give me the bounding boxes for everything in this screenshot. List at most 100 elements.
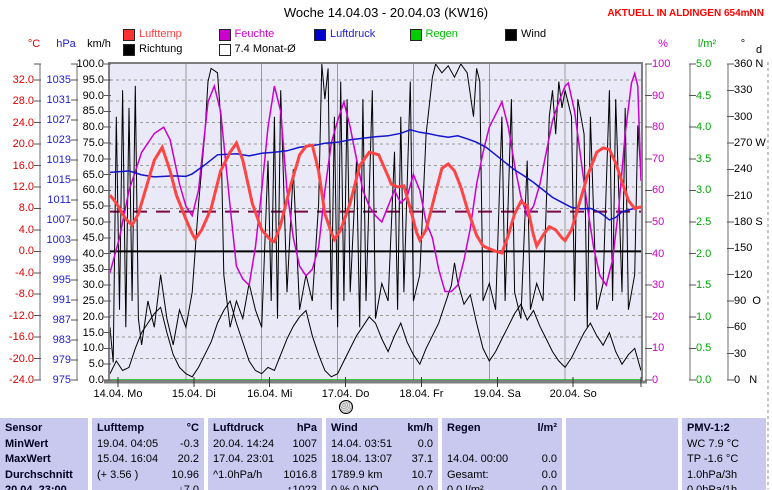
x-axis-day-label: 18.04. Fr: [399, 388, 444, 400]
table-row: [442, 438, 562, 451]
wind-tick-label: 60.0: [82, 184, 104, 197]
temp-tick-label: 20.0: [12, 138, 34, 151]
table-cell-label: 0 % 0 NO: [331, 484, 379, 490]
temp-tick-label: -4.0: [15, 266, 34, 279]
humidity-tick-label: 80: [652, 121, 665, 134]
legend-item-luftdruck: Luftdruck: [314, 28, 406, 41]
rain-tick-label: 3.5: [696, 152, 712, 165]
table-row: 1789.9 km 10.7: [326, 469, 438, 482]
direction-tick-label: 210: [734, 189, 753, 202]
table-cell-value: 0.0: [541, 468, 557, 481]
table-cell-label: WC 7.9 °C: [687, 437, 740, 450]
table-column-sensor: Sensor MinWert MaxWert Durchschnitt 20.04. 2…: [0, 418, 88, 490]
table-cell-value: 20.2: [177, 453, 199, 465]
rain-tick-label: 2.0: [696, 247, 712, 260]
temp-tick-label: 24.0: [12, 116, 34, 129]
table-cell-value: 0.0: [417, 437, 433, 450]
table-header-row: Wind km/h: [326, 422, 438, 435]
direction-tick-label: 300: [734, 110, 753, 123]
table-row: ↑1023: [208, 484, 322, 490]
series-lufttemp: [108, 139, 642, 255]
temp-unit-label: °C: [27, 38, 41, 50]
legend-swatch-icon: [314, 29, 326, 41]
wind-tick-label: 90.0: [82, 89, 104, 102]
pressure-tick-label: 983: [52, 333, 71, 346]
temp-tick-label: 8.0: [18, 202, 34, 215]
table-cell-label: ^1.0hPa/h: [213, 468, 263, 481]
rain-tick-label: 5.0: [696, 58, 712, 70]
x-axis-day-label: 17.04. Do: [321, 388, 370, 400]
table-cell-label: 0.0hPa/1h: [687, 484, 738, 490]
pressure-tick-label: 1035: [46, 73, 71, 86]
wind-tick-label: 50.0: [82, 216, 104, 228]
direction-unit-label: °: [740, 38, 746, 50]
direction-tick-label: 0 N: [734, 374, 758, 386]
pressure-tick-label: 1003: [46, 233, 71, 246]
humidity-tick-label: 90: [652, 89, 665, 102]
direction-tick-label: 180 S: [734, 216, 763, 228]
direction-tick-label: 360 N: [734, 58, 764, 70]
wind-tick-label: 75.0: [82, 137, 104, 149]
wind-tick-label: 85.0: [82, 105, 104, 118]
table-row: MinWert: [0, 438, 88, 451]
table-cell-label: 20.04. 23:00: [5, 484, 67, 490]
humidity-tick-label: 70: [652, 152, 665, 165]
wind-tick-label: 35.0: [82, 263, 104, 276]
table-cell-label: Durchschnitt: [5, 468, 73, 481]
legend-item-regen: Regen: [409, 28, 502, 41]
direction-tick-label: 330: [734, 84, 753, 97]
table-cell-value: 1007: [292, 437, 317, 450]
legend-label: Richtung: [139, 43, 183, 55]
x-axis-day-label: 20.04. So: [549, 388, 597, 400]
humidity-unit-label: %: [658, 38, 668, 50]
table-cell-value: 10.96: [171, 468, 199, 481]
temp-tick-label: 4.0: [18, 223, 34, 236]
rain-tick-label: 0.5: [696, 342, 712, 355]
legend-label: 7.4 Monat-Ø: [234, 43, 296, 55]
x-axis-day-label: 19.04. Sa: [473, 388, 521, 400]
table-row: [566, 484, 678, 490]
humidity-tick-label: 30: [652, 279, 665, 292]
series-richtung: [109, 62, 642, 363]
pressure-tick-label: 1023: [46, 133, 71, 146]
table-row: Gesamt: 0.0: [442, 469, 562, 482]
pressure-unit-label: hPa: [56, 38, 76, 50]
legend-swatch-icon: [218, 44, 231, 56]
wind-tick-label: 0.0: [88, 374, 104, 386]
temp-tick-label: -8.0: [15, 288, 34, 301]
rain-tick-label: 4.0: [696, 121, 712, 134]
wind-tick-label: 20.0: [82, 310, 104, 323]
table-cell-label: MaxWert: [5, 453, 51, 465]
table-cell-label: Luftdruck: [213, 422, 264, 434]
wind-tick-label: 100.0: [76, 58, 104, 70]
table-row: 0.0 l/m² 0.0: [442, 484, 562, 490]
legend-label: Feuchte: [234, 28, 275, 40]
table-row: 17.04. 23:01 1025: [208, 453, 322, 466]
table-row: 14.04. 03:51 0.0: [326, 438, 438, 451]
temp-tick-label: -12.0: [8, 309, 34, 322]
pressure-tick-label: 991: [52, 293, 71, 306]
wind-tick-label: 80.0: [82, 121, 104, 134]
table-row: (+ 3.56 ) 10.96: [92, 469, 204, 482]
legend-item-7-4-monat-: 7.4 Monat-Ø: [218, 43, 311, 56]
legend-label: Luftdruck: [330, 28, 376, 40]
wind-tick-label: 15.0: [82, 326, 104, 339]
table-column-empty: [566, 418, 678, 490]
temp-tick-label: 0.0: [18, 245, 34, 258]
legend-label: Regen: [425, 28, 458, 40]
wind-tick-label: 5.0: [88, 358, 104, 371]
table-header-row: Regen l/m²: [442, 422, 562, 435]
direction-tick-label: 90 O: [734, 295, 761, 307]
direction-tick-label: 240: [734, 163, 753, 176]
temp-tick-label: 28.0: [12, 95, 34, 108]
table-row: TP -1.6 °C: [682, 453, 766, 466]
humidity-tick-label: 10: [652, 342, 665, 355]
direction-tick-label: 150: [734, 242, 753, 255]
legend-label: Lufttemp: [139, 28, 182, 40]
page-title: Woche 14.04.03 - 20.04.03 (KW16): [283, 5, 489, 20]
temp-tick-label: -16.0: [8, 331, 34, 344]
direction-tick-label: 120: [734, 268, 753, 281]
legend-swatch-icon: [218, 29, 231, 41]
